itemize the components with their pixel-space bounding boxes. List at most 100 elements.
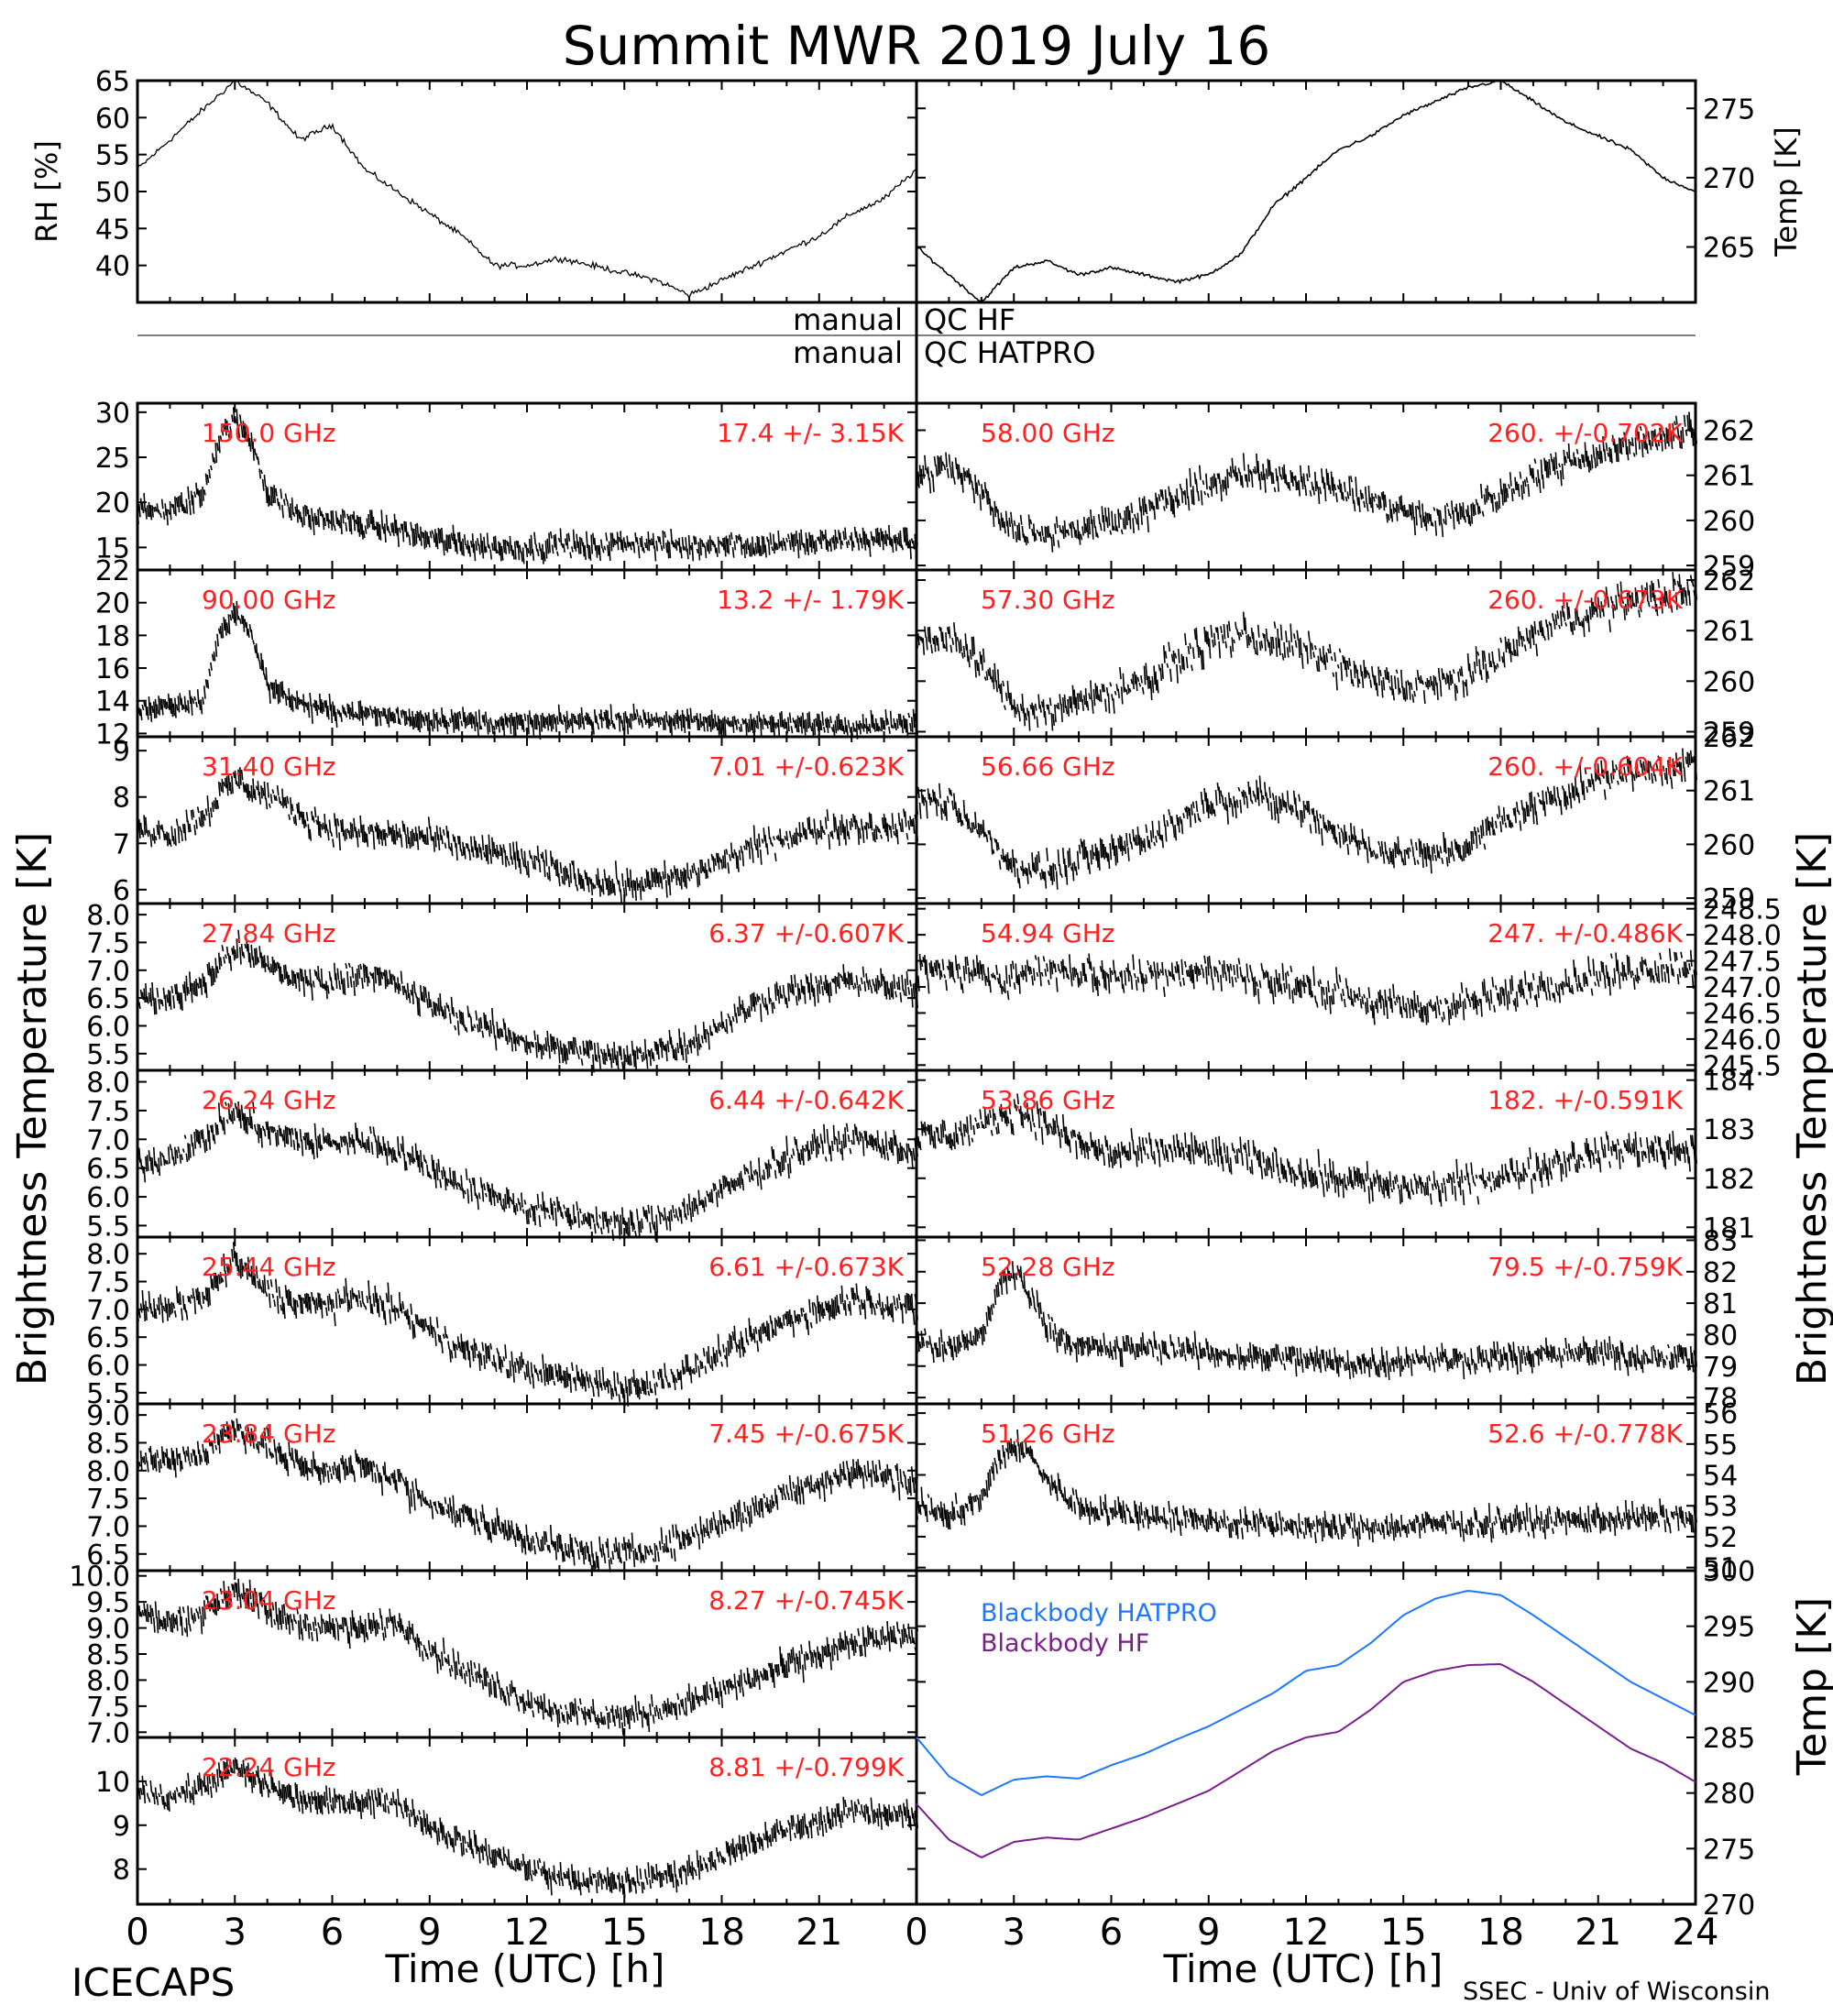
data-point	[845, 1636, 849, 1646]
data-point	[229, 1259, 233, 1271]
data-point	[725, 1680, 729, 1688]
data-point	[598, 879, 601, 897]
data-point	[687, 714, 691, 729]
data-point	[303, 701, 307, 707]
data-point	[834, 1808, 838, 1826]
data-point	[691, 865, 695, 873]
data-point	[758, 1833, 761, 1849]
data-point	[148, 1290, 151, 1309]
data-point	[771, 1002, 774, 1014]
data-point	[519, 1863, 522, 1871]
data-point	[164, 503, 168, 516]
data-point	[888, 824, 891, 830]
data-point	[532, 1374, 535, 1389]
data-point	[349, 707, 353, 717]
data-point	[857, 985, 861, 998]
data-point	[746, 1835, 750, 1844]
data-point	[473, 1661, 477, 1669]
data-point	[156, 1164, 159, 1173]
data-point	[175, 818, 179, 827]
data-point	[765, 843, 769, 855]
data-point	[723, 849, 727, 869]
data-point	[664, 1700, 666, 1712]
data-point	[782, 1314, 785, 1326]
data-point	[347, 1631, 351, 1649]
data-point	[649, 1222, 652, 1233]
data-point	[616, 879, 620, 885]
data-point	[423, 1810, 426, 1827]
data-point	[187, 1143, 191, 1161]
data-point	[607, 1218, 609, 1233]
data-point	[448, 1167, 452, 1185]
data-point	[588, 1553, 592, 1566]
data-point	[504, 1695, 508, 1706]
data-point	[466, 1661, 470, 1672]
data-point	[292, 816, 296, 825]
data-point	[842, 1796, 846, 1815]
data-point	[437, 1158, 441, 1173]
data-point	[577, 1371, 580, 1382]
data-point	[532, 1869, 535, 1876]
data-point	[859, 1645, 862, 1657]
data-point	[343, 1461, 346, 1481]
data-point	[450, 842, 454, 857]
data-point	[347, 1457, 351, 1474]
data-point	[439, 1659, 443, 1671]
data-point	[273, 682, 277, 699]
data-point	[857, 1136, 861, 1145]
data-point	[895, 1464, 897, 1472]
data-point	[824, 1156, 828, 1162]
data-point	[219, 1115, 223, 1124]
data-point	[808, 981, 811, 1001]
y-tick-label: 6.5	[86, 1539, 130, 1572]
data-point	[738, 849, 741, 860]
data-point	[481, 1844, 485, 1861]
data-point	[801, 1815, 805, 1835]
data-point	[148, 992, 151, 1003]
data-point	[712, 1018, 716, 1028]
data-point	[232, 1242, 236, 1259]
data-point	[326, 1621, 330, 1633]
data-point	[807, 1653, 810, 1660]
data-point	[188, 823, 192, 833]
data-point	[188, 1791, 192, 1803]
data-point	[390, 1295, 393, 1312]
data-point	[780, 1653, 784, 1673]
data-point	[281, 1605, 284, 1625]
data-point	[620, 1883, 623, 1889]
data-point	[714, 1023, 717, 1033]
data-point	[370, 1142, 374, 1156]
data-point	[324, 517, 327, 527]
data-point	[408, 992, 412, 1003]
data-point	[456, 539, 458, 554]
data-point	[809, 1650, 813, 1668]
data-point	[794, 832, 796, 845]
data-point	[366, 1139, 369, 1150]
data-point	[870, 1631, 873, 1639]
data-point	[170, 985, 174, 993]
data-point	[849, 1638, 852, 1646]
data-point	[419, 526, 423, 546]
data-point	[884, 530, 888, 547]
data-point	[715, 1846, 719, 1857]
data-point	[370, 1303, 374, 1315]
data-point	[715, 1025, 719, 1034]
data-point	[634, 713, 637, 720]
data-point	[608, 541, 611, 562]
data-point	[710, 853, 714, 861]
data-point	[719, 1022, 722, 1028]
data-point	[839, 1463, 842, 1484]
data-point	[845, 1461, 849, 1470]
data-point	[364, 1618, 368, 1638]
data-point	[819, 1477, 823, 1486]
data-point	[502, 1356, 506, 1362]
data-point	[192, 495, 195, 514]
data-point	[338, 710, 342, 718]
data-point	[664, 711, 668, 723]
data-point	[752, 992, 756, 1013]
data-point	[473, 1829, 477, 1847]
y-tick-label: 6.5	[86, 983, 130, 1015]
data-point	[403, 520, 407, 532]
data-point	[315, 700, 319, 716]
data-point	[397, 977, 400, 994]
